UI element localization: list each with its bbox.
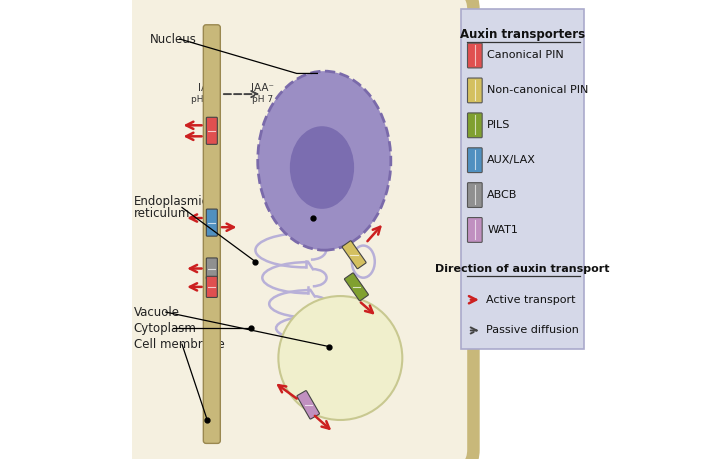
- FancyBboxPatch shape: [206, 258, 217, 279]
- Text: pH 5.5: pH 5.5: [191, 95, 221, 104]
- Text: Canonical PIN: Canonical PIN: [487, 50, 564, 60]
- Text: PILS: PILS: [487, 120, 510, 130]
- FancyBboxPatch shape: [467, 218, 482, 242]
- Text: AUX/LAX: AUX/LAX: [487, 155, 536, 165]
- Text: WAT1: WAT1: [487, 224, 518, 235]
- Text: Non-canonical PIN: Non-canonical PIN: [487, 85, 588, 95]
- Ellipse shape: [279, 296, 402, 420]
- Text: Nucleus: Nucleus: [150, 33, 196, 45]
- FancyBboxPatch shape: [206, 276, 217, 297]
- Text: IAA: IAA: [198, 83, 215, 93]
- Text: Endoplasmic: Endoplasmic: [134, 196, 209, 208]
- Text: Cytoplasm: Cytoplasm: [134, 322, 196, 335]
- Text: reticulum: reticulum: [134, 207, 190, 220]
- Ellipse shape: [290, 126, 354, 209]
- FancyBboxPatch shape: [344, 273, 368, 301]
- Ellipse shape: [258, 71, 391, 250]
- Text: Vacuole: Vacuole: [134, 306, 180, 319]
- Text: IAA⁻: IAA⁻: [251, 83, 274, 93]
- Text: Auxin transporters: Auxin transporters: [460, 28, 585, 41]
- FancyBboxPatch shape: [467, 43, 482, 68]
- Text: Direction of auxin transport: Direction of auxin transport: [435, 263, 610, 274]
- FancyBboxPatch shape: [461, 9, 584, 349]
- Text: Passive diffusion: Passive diffusion: [487, 325, 579, 336]
- FancyBboxPatch shape: [204, 25, 220, 443]
- FancyBboxPatch shape: [467, 183, 482, 207]
- FancyBboxPatch shape: [206, 118, 217, 145]
- FancyBboxPatch shape: [122, 0, 474, 459]
- FancyBboxPatch shape: [467, 78, 482, 103]
- FancyBboxPatch shape: [342, 241, 366, 269]
- FancyBboxPatch shape: [467, 148, 482, 173]
- FancyBboxPatch shape: [297, 391, 319, 419]
- Text: Cell membrane: Cell membrane: [134, 338, 225, 351]
- Text: ABCB: ABCB: [487, 190, 518, 200]
- Text: Active transport: Active transport: [487, 295, 576, 305]
- FancyBboxPatch shape: [206, 209, 217, 236]
- Text: pH 7: pH 7: [252, 95, 273, 104]
- FancyBboxPatch shape: [467, 113, 482, 138]
